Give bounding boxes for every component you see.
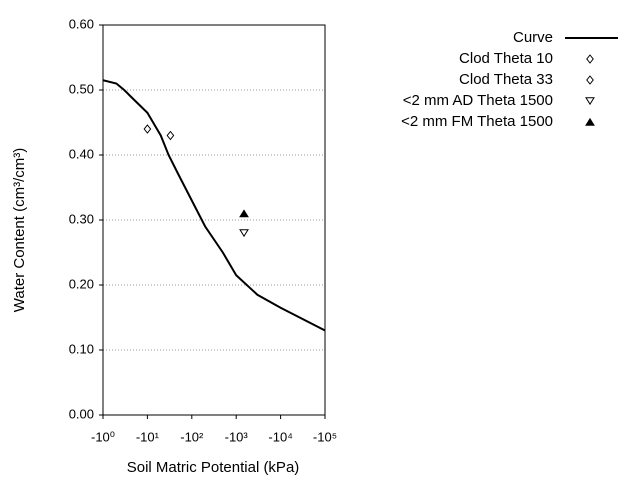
y-tick-label: 0.50 [69,81,94,96]
legend-label: Curve [513,29,553,46]
x-tick-label: -10¹ [136,429,160,444]
curve [103,79,325,332]
legend-label: <2 mm AD Theta 1500 [403,92,553,109]
point [143,124,152,134]
y-tick-label: 0.10 [69,341,94,356]
point [239,209,249,218]
y-tick-label: 0.40 [69,146,94,161]
x-tick-label: -10⁵ [313,429,337,444]
legend-label: <2 mm FM Theta 1500 [401,113,553,130]
x-tick-label: -10⁴ [268,429,292,444]
y-tick-label: 0.60 [69,16,94,31]
plot-frame [102,24,326,416]
x-tick-label: -10⁰ [91,429,115,444]
point [166,130,175,141]
y-tick-label: 0.20 [69,276,94,291]
legend-swatch [586,54,594,64]
x-tick-label: -10² [180,429,204,444]
legend-label: Clod Theta 10 [459,50,553,67]
legend-swatch [586,75,594,85]
legend-swatch [585,97,595,106]
x-axis-label: Soil Matric Potential (kPa) [127,459,300,476]
legend-swatch [585,117,595,126]
y-tick-label: 0.30 [69,211,94,226]
y-tick-label: 0.00 [69,406,94,421]
y-axis-label: Water Content (cm³/cm³) [11,148,28,312]
legend-label: Clod Theta 33 [459,71,553,88]
point [239,229,249,238]
x-tick-label: -10³ [225,429,249,444]
